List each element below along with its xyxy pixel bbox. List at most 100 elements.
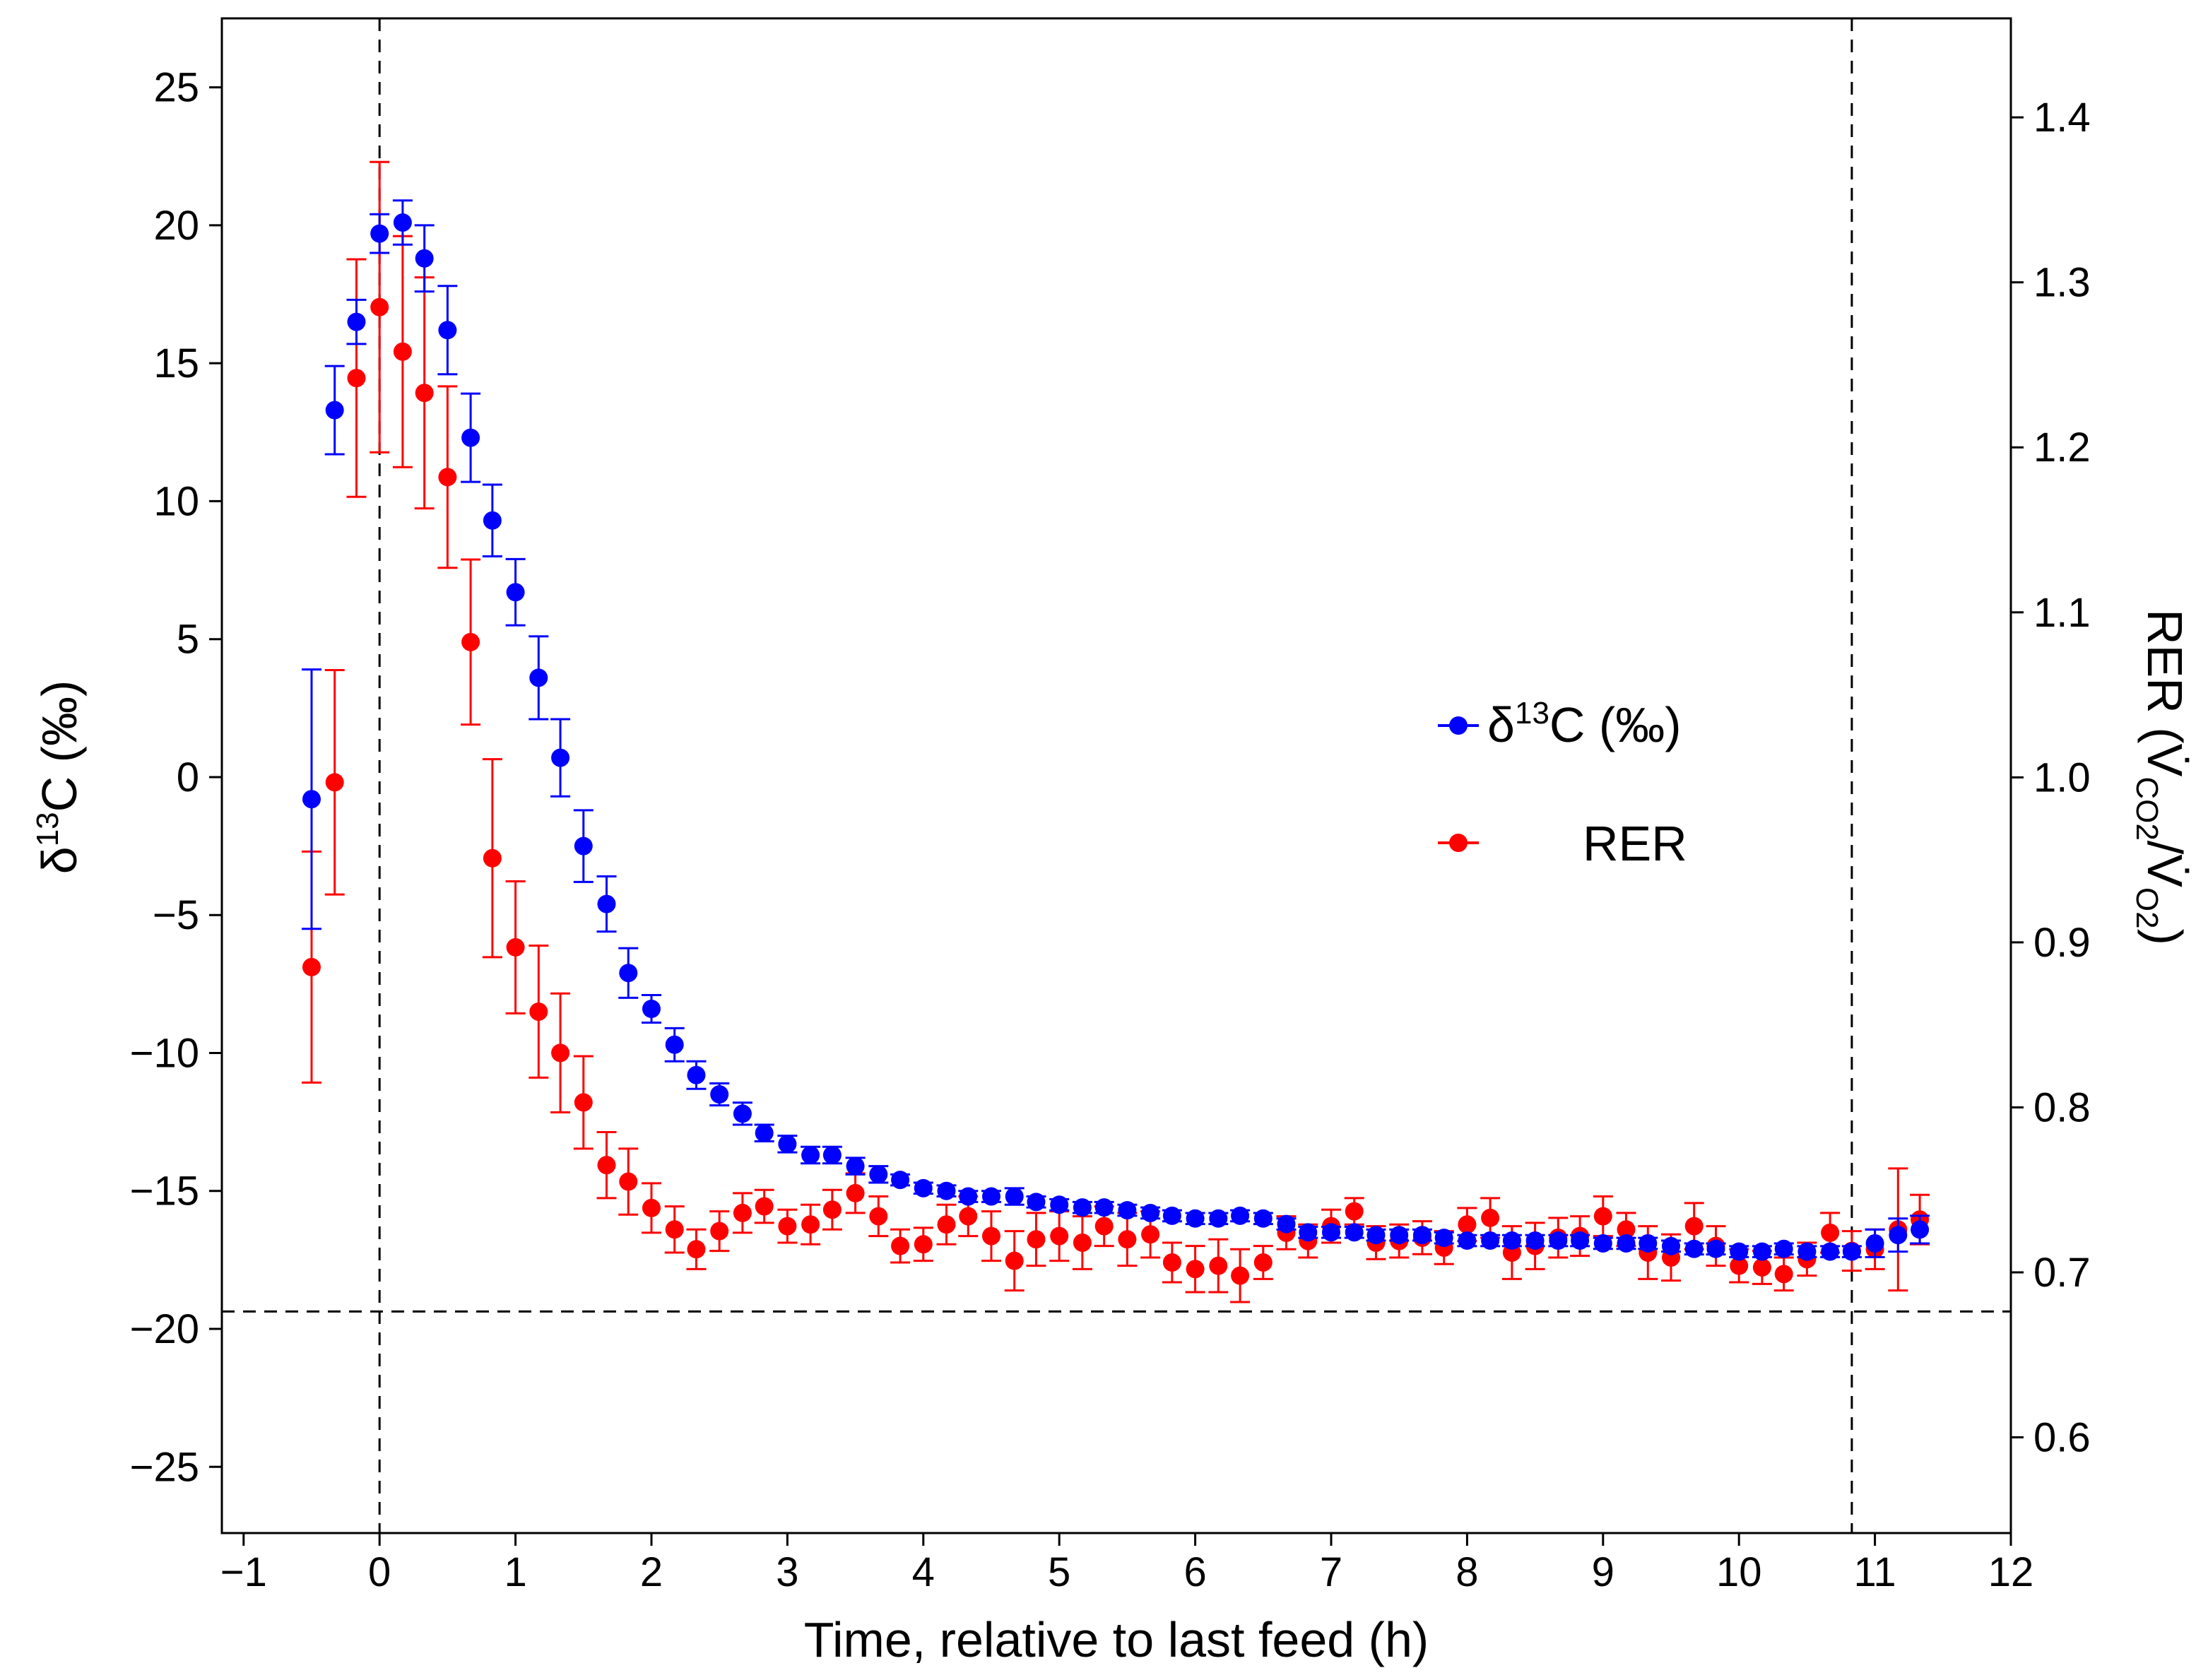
rer-point bbox=[642, 1198, 661, 1217]
delta13c-point bbox=[1525, 1231, 1545, 1250]
plot-frame bbox=[220, 17, 2012, 1534]
left-axis-title: δ13C (‰) bbox=[30, 680, 87, 875]
left-y-tick-label: 0 bbox=[177, 755, 199, 800]
delta13c-point bbox=[1661, 1236, 1680, 1255]
delta13c-point bbox=[1730, 1242, 1749, 1261]
delta13c-point bbox=[1821, 1242, 1840, 1261]
x-tick-label: 1 bbox=[504, 1549, 526, 1595]
delta13c-point bbox=[1593, 1234, 1612, 1253]
delta13c-point bbox=[1345, 1223, 1364, 1242]
series-delta13c bbox=[301, 199, 1930, 1261]
x-tick-label: 2 bbox=[640, 1549, 663, 1595]
rer-point bbox=[1141, 1225, 1160, 1244]
delta13c-point bbox=[302, 790, 321, 809]
x-tick-label: 5 bbox=[1048, 1549, 1070, 1595]
delta13c-point bbox=[1458, 1231, 1477, 1250]
rer-point bbox=[981, 1226, 1000, 1246]
delta13c-point bbox=[347, 312, 366, 331]
series-rer bbox=[301, 160, 1930, 1303]
delta13c-point bbox=[574, 836, 593, 856]
rer-point bbox=[1050, 1226, 1069, 1246]
rer-point bbox=[597, 1156, 616, 1175]
rer-point bbox=[959, 1207, 978, 1226]
delta13c-point bbox=[1186, 1209, 1205, 1228]
delta13c-point bbox=[1162, 1206, 1181, 1225]
x-tick-label: 8 bbox=[1456, 1549, 1478, 1595]
rer-point bbox=[1162, 1253, 1181, 1272]
delta13c-point bbox=[914, 1178, 933, 1197]
rer-point bbox=[1027, 1230, 1046, 1249]
delta13c-point bbox=[483, 511, 502, 530]
rer-point bbox=[483, 848, 502, 868]
delta13c-point bbox=[687, 1065, 706, 1084]
right-y-tick-label: 0.6 bbox=[2033, 1415, 2091, 1461]
rer-point bbox=[302, 957, 321, 976]
rer-point bbox=[822, 1200, 842, 1219]
delta13c-point bbox=[461, 428, 480, 447]
left-y-tick-label: 15 bbox=[153, 341, 199, 386]
x-tick-label: 10 bbox=[1716, 1549, 1762, 1595]
delta13c-point bbox=[1390, 1226, 1409, 1245]
legend: δ13C (‰) RER bbox=[1438, 696, 1687, 871]
delta13c-point bbox=[370, 224, 389, 243]
delta13c-point bbox=[1073, 1198, 1092, 1217]
left-y-tick-label: 5 bbox=[177, 617, 199, 663]
rer-point bbox=[755, 1197, 774, 1216]
delta13c-point bbox=[1549, 1231, 1568, 1250]
delta13c-point bbox=[551, 748, 570, 767]
rer-point bbox=[1617, 1220, 1636, 1239]
delta13c-point bbox=[1502, 1231, 1521, 1250]
rer-point bbox=[869, 1207, 888, 1226]
delta13c-point bbox=[981, 1187, 1000, 1206]
rer-point bbox=[619, 1172, 638, 1191]
rer-point bbox=[506, 937, 525, 957]
rer-point bbox=[1231, 1266, 1250, 1285]
left-y-tick-label: −15 bbox=[130, 1169, 199, 1214]
x-tick-label: 3 bbox=[776, 1549, 798, 1595]
legend-marker-delta13c bbox=[1438, 716, 1479, 735]
delta13c-point bbox=[1481, 1231, 1500, 1250]
delta13c-point bbox=[778, 1135, 797, 1154]
delta13c-point bbox=[1889, 1226, 1908, 1245]
delta13c-point bbox=[1299, 1223, 1318, 1242]
rer-point bbox=[393, 342, 412, 361]
delta13c-point bbox=[1366, 1226, 1386, 1245]
legend-label-rer: RER bbox=[1583, 816, 1687, 871]
x-tick-label: −1 bbox=[220, 1549, 267, 1595]
delta13c-point bbox=[1050, 1195, 1069, 1214]
rer-point bbox=[1209, 1256, 1228, 1275]
rer-point bbox=[347, 369, 366, 388]
left-y-tick-label: 25 bbox=[153, 65, 199, 111]
delta13c-point bbox=[1571, 1231, 1590, 1250]
x-tick-label: 4 bbox=[912, 1549, 935, 1595]
delta13c-point bbox=[619, 964, 638, 983]
delta13c-point bbox=[1321, 1223, 1340, 1242]
delta13c-point bbox=[665, 1035, 684, 1054]
rer-point bbox=[1821, 1223, 1840, 1242]
delta13c-point bbox=[1752, 1242, 1771, 1261]
delta13c-point bbox=[801, 1145, 820, 1164]
delta13c-point bbox=[959, 1187, 978, 1206]
rer-point bbox=[1684, 1217, 1704, 1236]
rer-point bbox=[529, 1002, 548, 1021]
left-y-tick-label: −20 bbox=[130, 1306, 199, 1352]
data-marks bbox=[301, 160, 1930, 1303]
rer-point bbox=[325, 773, 344, 792]
delta13c-point bbox=[937, 1181, 956, 1200]
axes: −1 0 1 2 3 4 5 6 7 8 9 10 11 12−25−20−15−10−505101520… bbox=[130, 65, 2091, 1595]
rer-point bbox=[1345, 1202, 1364, 1221]
delta13c-point bbox=[1617, 1234, 1636, 1253]
rer-point bbox=[1481, 1208, 1500, 1227]
rer-point bbox=[1186, 1260, 1205, 1279]
right-y-tick-label: 0.9 bbox=[2033, 920, 2091, 966]
rer-point bbox=[778, 1217, 797, 1236]
delta13c-point bbox=[1639, 1234, 1658, 1253]
x-tick-label: 6 bbox=[1183, 1549, 1206, 1595]
right-y-tick-label: 1.2 bbox=[2033, 425, 2091, 471]
delta13c-point bbox=[393, 213, 412, 232]
right-y-tick-label: 0.7 bbox=[2033, 1250, 2091, 1296]
delta13c-point bbox=[1027, 1193, 1046, 1212]
delta13c-point bbox=[733, 1104, 752, 1123]
x-tick-label: 9 bbox=[1592, 1549, 1614, 1595]
delta13c-point bbox=[1209, 1209, 1228, 1228]
